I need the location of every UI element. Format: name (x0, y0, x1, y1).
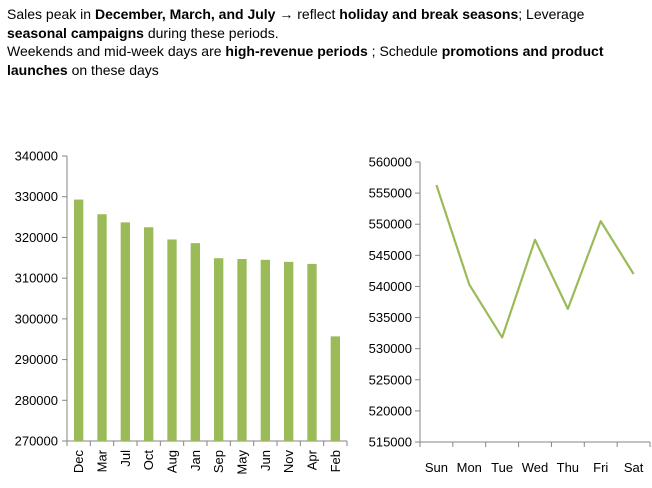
bar-y-tick-label: 280000 (15, 393, 58, 408)
note-text: on these days (67, 61, 159, 78)
sales-series-line (435, 184, 635, 339)
bar (74, 199, 84, 441)
note-text: Sales peak in (7, 6, 95, 22)
line-y-tick-label: 515000 (369, 435, 412, 450)
bar (190, 243, 200, 441)
bar (284, 261, 294, 441)
bar-x-tick-label: Jul (118, 450, 133, 467)
note-line-3: Weekends and mid-week days are high-reve… (7, 42, 647, 61)
bar-y-tick-label: 320000 (15, 230, 58, 245)
note-bold: promotions and product (441, 43, 604, 59)
note-text: during these periods. (143, 24, 279, 41)
bar (144, 227, 154, 441)
bar (237, 259, 247, 441)
note-line-4: launches on these days (7, 61, 647, 80)
line-y-tick-label: 520000 (369, 403, 412, 418)
bar-y-tick-label: 330000 (15, 189, 58, 204)
bar-x-tick-label: Dec (71, 450, 86, 474)
bar-x-tick-label: Jan (188, 450, 203, 471)
bar (97, 214, 107, 441)
bar (214, 258, 224, 441)
line-y-tick-label: 555000 (369, 186, 412, 201)
bar (307, 263, 317, 441)
line-x-tick-label: Sun (425, 460, 448, 475)
line-y-tick-label: 545000 (369, 248, 412, 263)
note-text: ; Schedule (367, 43, 442, 59)
bar-y-tick-label: 310000 (15, 271, 58, 286)
note-text: ; Leverage (518, 6, 585, 22)
bar-y-tick-label: 300000 (15, 311, 58, 326)
bar-x-tick-label: Oct (141, 450, 156, 471)
line-x-tick-label: Mon (457, 460, 482, 475)
line-y-tick-label: 560000 (369, 155, 412, 170)
bar-x-tick-label: Mar (95, 449, 110, 472)
line-x-tick-label: Thu (557, 460, 579, 475)
bar-x-tick-label: Sep (211, 450, 226, 473)
note-bold: seasonal campaigns (7, 24, 144, 41)
note-text: → reflect (275, 6, 340, 22)
bar-x-tick-label: Nov (281, 450, 296, 474)
bar-y-tick-label: 270000 (15, 434, 58, 449)
bar-x-tick-label: Apr (305, 449, 320, 470)
bar (120, 222, 130, 441)
bar-x-tick-label: Jun (258, 450, 273, 471)
line-y-tick-label: 525000 (369, 372, 412, 387)
note-bold: high-revenue periods (225, 43, 368, 59)
bar-y-tick-label: 340000 (15, 149, 58, 164)
note-line-1: Sales peak in December, March, and July … (7, 5, 647, 24)
line-x-tick-label: Tue (491, 460, 513, 475)
note-line-2: seasonal campaigns during these periods. (7, 24, 647, 43)
line-y-tick-label: 540000 (369, 279, 412, 294)
line-x-tick-label: Wed (522, 460, 549, 475)
note-text: Weekends and mid-week days are (7, 43, 226, 59)
line-y-tick-label: 550000 (369, 217, 412, 232)
note-bold: holiday and break seasons (339, 6, 519, 22)
line-x-tick-label: Sat (624, 460, 644, 475)
bar (167, 239, 177, 441)
insight-notes: Sales peak in December, March, and July … (7, 5, 647, 79)
note-bold: December, March, and July (94, 6, 276, 22)
line-y-tick-label: 530000 (369, 341, 412, 356)
bar (330, 336, 340, 441)
bar-x-tick-label: Feb (328, 450, 343, 472)
bar-x-tick-label: May (235, 450, 250, 475)
bar (260, 259, 270, 441)
bar-y-tick-label: 290000 (15, 352, 58, 367)
line-x-tick-label: Fri (593, 460, 608, 475)
line-y-tick-label: 535000 (369, 310, 412, 325)
bar-x-tick-label: Aug (165, 450, 180, 473)
note-bold: launches (7, 61, 68, 78)
